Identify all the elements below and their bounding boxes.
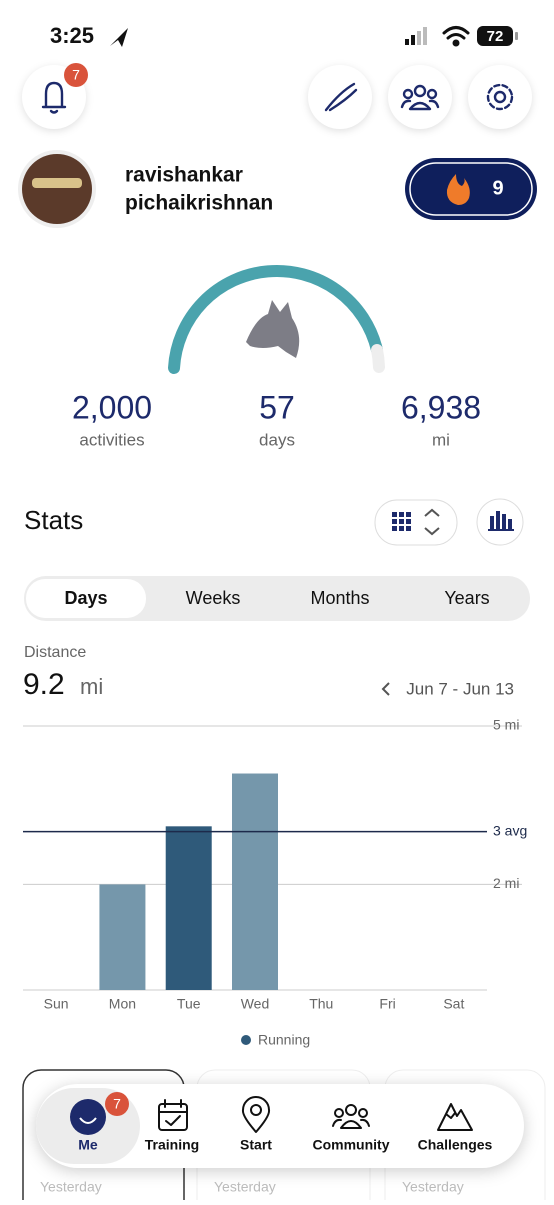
- me-avatar: [70, 1099, 106, 1135]
- calendar-icon: [158, 1099, 188, 1131]
- friends-icon: [400, 84, 440, 111]
- notification-count: 7: [72, 67, 80, 83]
- x-tick-label: Sat: [443, 996, 464, 1012]
- mountain-icon: [437, 1103, 473, 1131]
- tab[interactable]: Days: [64, 588, 107, 608]
- x-tick-label: Thu: [309, 996, 333, 1012]
- stats-title: Stats: [24, 505, 83, 535]
- legend-dot: [241, 1035, 251, 1045]
- summary-value: 6,938: [401, 389, 481, 425]
- avatar-glasses: [32, 178, 82, 188]
- metric-unit: mi: [80, 674, 103, 699]
- nav-item[interactable]: Me: [78, 1137, 98, 1153]
- streak-count: 9: [492, 177, 503, 199]
- bell-icon: [41, 81, 67, 114]
- brand-icon: [324, 82, 358, 112]
- settings-icon: [486, 83, 514, 111]
- location-icon: [110, 28, 128, 47]
- nav-bar: [36, 1084, 524, 1168]
- community-icon: [332, 1104, 370, 1129]
- tab[interactable]: Months: [310, 588, 369, 608]
- metric-label: Distance: [24, 644, 86, 661]
- y-tick-label: 5 mi: [493, 717, 519, 733]
- nav-item[interactable]: Challenges: [418, 1137, 493, 1153]
- view-toggle[interactable]: [374, 499, 458, 546]
- streak-pill[interactable]: [405, 158, 537, 220]
- gauge-progress: [168, 265, 383, 374]
- nav-item[interactable]: Start: [240, 1137, 272, 1153]
- tab[interactable]: Years: [444, 588, 489, 608]
- average-label: 3 avg: [493, 822, 527, 838]
- bar: [99, 884, 146, 990]
- summary-label: activities: [79, 430, 144, 449]
- notification-badge: [64, 63, 88, 87]
- card-caption: Yesterday: [40, 1179, 102, 1195]
- chevrons: [424, 508, 440, 536]
- signal-icon: [405, 27, 427, 45]
- battery-tip: [515, 32, 518, 40]
- streak-pill-ring: [409, 162, 533, 216]
- summary-label: mi: [432, 430, 450, 449]
- summary-value: 57: [259, 389, 295, 425]
- gauge-track: [371, 344, 385, 373]
- summary-label: days: [259, 430, 295, 449]
- nav-item[interactable]: Training: [145, 1137, 199, 1153]
- wifi-icon: [442, 26, 470, 47]
- x-tick-label: Sun: [44, 996, 69, 1012]
- battery-icon: [477, 26, 513, 46]
- card-caption: Yesterday: [402, 1179, 464, 1195]
- avatar: [22, 154, 92, 224]
- metric-total: 9.2: [23, 668, 65, 701]
- grid-icon: [392, 512, 411, 531]
- me-face: [79, 1117, 97, 1124]
- tab[interactable]: Weeks: [186, 588, 241, 608]
- prev-arrow[interactable]: [381, 682, 390, 696]
- time: 3:25: [50, 23, 94, 48]
- card-caption: Yesterday: [214, 1179, 276, 1195]
- x-tick-label: Tue: [177, 996, 201, 1012]
- bar: [232, 773, 278, 990]
- shoe-button[interactable]: [308, 65, 372, 129]
- nav-badge-count: 7: [113, 1096, 121, 1112]
- settings-button[interactable]: [468, 65, 532, 129]
- date-range: Jun 7 - Jun 13: [406, 679, 514, 698]
- wolf-badge: [246, 300, 300, 358]
- legend-label: Running: [258, 1032, 310, 1048]
- battery-level: 72: [487, 28, 504, 45]
- x-tick-label: Mon: [109, 996, 136, 1012]
- x-tick-label: Fri: [379, 996, 395, 1012]
- bar-icon: [488, 511, 514, 531]
- nav-badge: [105, 1092, 129, 1116]
- tab-bar: [24, 576, 530, 621]
- pin-icon: [241, 1096, 271, 1133]
- nav-item[interactable]: Community: [313, 1137, 390, 1153]
- summary-value: 2,000: [72, 389, 152, 425]
- tab-selected-bg: [26, 579, 146, 618]
- bar: [165, 826, 212, 990]
- user-name: ravishankar: [125, 164, 243, 187]
- user-name: pichaikrishnan: [125, 192, 273, 215]
- y-tick-label: 2 mi: [493, 875, 519, 891]
- flame-icon: [446, 174, 470, 205]
- x-tick-label: Wed: [241, 996, 270, 1012]
